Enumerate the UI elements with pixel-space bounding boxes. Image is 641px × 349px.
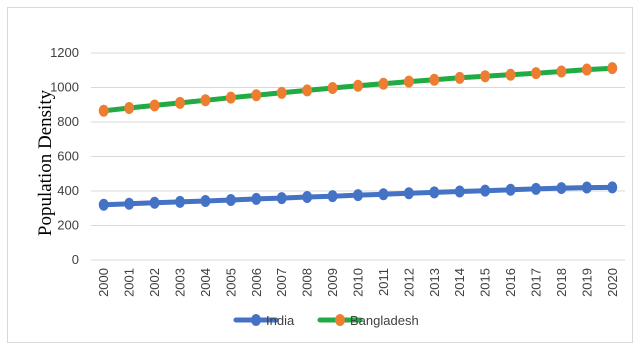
x-tick-label: 2002 <box>147 268 162 297</box>
data-point-bangladesh <box>225 91 236 104</box>
data-point-bangladesh <box>302 84 313 97</box>
data-point-india <box>327 190 338 203</box>
data-point-india <box>98 198 109 211</box>
y-tick-labels: 0 200 400 600 800 1000 1200 <box>50 45 79 267</box>
x-tick-label: 2018 <box>554 268 569 297</box>
y-axis-label: Population Density <box>35 89 56 236</box>
x-tick-label: 2010 <box>351 268 366 297</box>
y-tick-label: 600 <box>57 149 79 164</box>
data-point-bangladesh <box>454 71 465 84</box>
x-tick-label: 2004 <box>198 268 213 297</box>
data-point-bangladesh <box>251 89 262 102</box>
y-tick-label: 1200 <box>50 45 79 60</box>
x-tick-label: 2007 <box>274 268 289 297</box>
data-point-india <box>124 197 135 210</box>
data-point-india <box>607 181 618 194</box>
data-point-bangladesh <box>480 70 491 83</box>
x-tick-label: 2005 <box>223 268 238 297</box>
x-tick-label: 2001 <box>122 268 137 297</box>
x-tick-label: 2020 <box>605 268 620 297</box>
data-point-bangladesh <box>149 99 160 112</box>
data-point-india <box>429 186 440 199</box>
legend-marker-bangladesh <box>335 314 345 326</box>
x-tick-labels: 2000 2001 2002 2003 2004 2005 2006 2007 2008 2009… <box>96 268 620 297</box>
series-layer <box>98 62 618 211</box>
data-point-india <box>378 188 389 201</box>
x-tick-label: 2013 <box>427 268 442 297</box>
x-tick-label: 2016 <box>503 268 518 297</box>
y-tick-label: 0 <box>72 252 79 267</box>
data-point-bangladesh <box>175 96 185 109</box>
data-point-india <box>454 185 465 198</box>
data-point-india <box>505 183 516 196</box>
x-tick-label: 2009 <box>325 268 340 297</box>
x-tick-label: 2003 <box>173 268 188 297</box>
data-point-bangladesh <box>581 63 592 76</box>
data-point-india <box>556 182 567 195</box>
x-tick-label: 2011 <box>376 268 391 296</box>
chart-frame <box>7 7 633 343</box>
x-tick-label: 2015 <box>478 268 493 297</box>
x-tick-label: 2019 <box>579 268 594 297</box>
y-tick-label: 800 <box>57 114 79 129</box>
data-point-india <box>200 195 211 208</box>
x-tick-label: 2017 <box>529 268 544 297</box>
data-point-bangladesh <box>556 65 567 78</box>
data-point-bangladesh <box>429 73 440 86</box>
x-tick-label: 2006 <box>249 268 264 297</box>
x-tick-label: 2000 <box>96 268 111 297</box>
legend-marker-india <box>251 314 261 326</box>
data-point-india <box>531 182 541 195</box>
data-point-bangladesh <box>403 75 414 88</box>
data-point-bangladesh <box>531 67 541 80</box>
data-point-bangladesh <box>200 94 211 107</box>
y-tick-label: 200 <box>57 218 79 233</box>
data-point-india <box>175 195 185 208</box>
legend: India Bangladesh <box>233 313 419 328</box>
data-point-bangladesh <box>124 102 135 115</box>
data-point-bangladesh <box>327 82 338 95</box>
data-point-india <box>480 184 491 197</box>
x-tick-label: 2014 <box>452 268 467 297</box>
data-point-bangladesh <box>353 79 363 92</box>
legend-label-bangladesh: Bangladesh <box>350 313 419 328</box>
data-point-india <box>353 189 363 202</box>
data-point-india <box>276 192 287 205</box>
data-point-india <box>302 191 313 204</box>
data-point-india <box>251 192 262 205</box>
data-point-india <box>403 187 414 200</box>
data-point-india <box>581 181 592 194</box>
data-point-india <box>225 193 236 206</box>
x-tick-label: 2008 <box>300 268 315 297</box>
data-point-bangladesh <box>505 68 516 81</box>
data-point-bangladesh <box>378 77 389 90</box>
data-point-india <box>149 196 160 209</box>
x-tick-label: 2012 <box>401 268 416 297</box>
y-tick-label: 1000 <box>50 80 79 95</box>
data-point-bangladesh <box>276 86 287 99</box>
data-point-bangladesh <box>98 104 109 117</box>
data-point-bangladesh <box>607 62 618 75</box>
y-tick-label: 400 <box>57 183 79 198</box>
legend-label-india: India <box>266 313 295 328</box>
